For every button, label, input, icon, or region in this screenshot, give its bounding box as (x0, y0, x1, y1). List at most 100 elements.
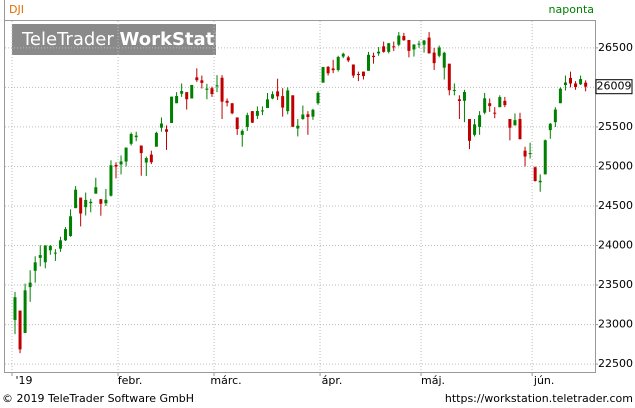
copyright: © 2019 TeleTrader Software GmbH (2, 392, 194, 405)
candle-body (351, 64, 355, 76)
candle-body (533, 167, 537, 182)
candle-body (462, 91, 466, 101)
logo-bold: WorkStation (120, 29, 246, 50)
candle-body (488, 103, 492, 107)
candle-body (165, 129, 168, 132)
candle-body (346, 57, 350, 61)
plot-frame (4, 20, 596, 373)
candle-body (478, 115, 482, 127)
candle-body (266, 99, 269, 108)
candle-body (538, 180, 542, 183)
candle-body (336, 56, 340, 71)
url: https://workstation.teletrader.com (445, 392, 633, 405)
x-tick-label: ápr. (322, 374, 343, 387)
candle-body (503, 100, 507, 106)
candle-body (38, 255, 42, 258)
candle-body (225, 100, 229, 103)
candle-body (558, 88, 562, 104)
candle-body (553, 109, 557, 123)
candle-body (316, 93, 320, 104)
candle-body (170, 96, 174, 123)
candle-body (417, 43, 421, 45)
candle-body (180, 91, 184, 94)
candle-body (422, 40, 426, 45)
candle-body (271, 94, 275, 99)
candle-body (210, 88, 214, 95)
candle-body (523, 150, 527, 157)
candle-body (513, 120, 517, 126)
period: naponta (549, 3, 594, 16)
candle-body (331, 68, 335, 71)
y-tick-label: 23500 (598, 278, 633, 291)
candle-body (129, 133, 133, 144)
candle-body (321, 67, 325, 83)
candle-body (518, 119, 522, 140)
candle-body (528, 153, 532, 155)
candle-body (84, 199, 88, 208)
candle-body (104, 199, 108, 204)
candle-body (311, 109, 315, 117)
candle-body (563, 82, 567, 86)
candle-body (412, 44, 416, 50)
candle-body (195, 77, 199, 81)
candle-body (286, 90, 290, 112)
x-tick-label: márc. (210, 374, 241, 387)
candle-body (159, 123, 163, 128)
candle-body (361, 71, 365, 77)
logo-light: TeleTrader (21, 29, 114, 50)
candle-body (28, 282, 32, 288)
candle-body (200, 80, 204, 83)
candle-body (579, 79, 583, 85)
candle-body (53, 252, 57, 254)
candle-body (473, 124, 477, 135)
candle-body (387, 43, 391, 52)
candle-body (281, 96, 285, 108)
last-value-label: 26009 (597, 80, 632, 93)
candle-body (13, 297, 17, 320)
candle-body (392, 46, 396, 48)
candle-body (382, 46, 386, 52)
x-tick-label: jún. (533, 374, 555, 387)
y-tick-label: 25000 (598, 159, 633, 172)
logo-box (12, 24, 216, 55)
candle-body (69, 216, 73, 237)
x-tick-label: febr. (118, 374, 143, 387)
candle-body (452, 89, 456, 91)
candle-body (427, 37, 431, 54)
candle-body (43, 245, 47, 263)
candle-body (498, 97, 502, 108)
candle-body (149, 154, 153, 163)
candle-body (584, 82, 588, 87)
x-tick-label: '19 (15, 374, 32, 387)
candle-body (372, 55, 376, 58)
candle-body (377, 51, 381, 54)
candle-body (99, 199, 103, 204)
candle-body (119, 161, 123, 165)
candle-body (33, 262, 37, 271)
candle-body (154, 132, 158, 147)
candle-body (64, 229, 67, 241)
candle-body (18, 310, 22, 350)
candle-body (89, 201, 93, 204)
candle-body (190, 84, 194, 99)
candle-body (468, 119, 471, 141)
candle-body (493, 112, 497, 114)
y-tick-label: 26500 (598, 41, 633, 54)
candle-body (48, 245, 52, 251)
candle-body (548, 123, 552, 131)
y-tick-label: 24000 (598, 239, 633, 252)
candle-body (58, 240, 62, 249)
candle-body (255, 110, 259, 116)
candle-body (483, 98, 487, 113)
candle-body (114, 164, 118, 167)
candle-body (240, 130, 244, 135)
candle-body (205, 88, 209, 90)
candle-body (79, 197, 83, 214)
candle-body (402, 36, 406, 41)
candle-body (457, 99, 461, 102)
candle-body (245, 115, 249, 127)
candle-body (260, 110, 264, 112)
candle-body (437, 47, 441, 56)
